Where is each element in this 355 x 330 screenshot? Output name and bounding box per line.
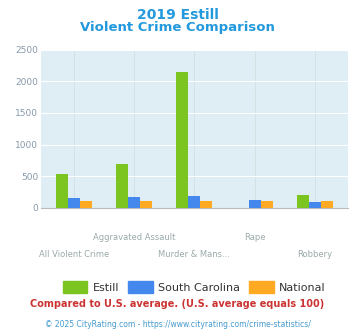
Bar	[200, 201, 212, 208]
Bar	[176, 72, 189, 208]
Bar	[248, 200, 261, 208]
Bar	[261, 201, 273, 208]
Text: All Violent Crime: All Violent Crime	[39, 249, 109, 259]
Text: Rape: Rape	[244, 233, 265, 242]
Text: © 2025 CityRating.com - https://www.cityrating.com/crime-statistics/: © 2025 CityRating.com - https://www.city…	[45, 320, 310, 329]
Text: Robbery: Robbery	[297, 249, 332, 259]
Bar	[116, 164, 128, 208]
Bar	[128, 197, 140, 208]
Text: Violent Crime Comparison: Violent Crime Comparison	[80, 21, 275, 34]
Bar	[321, 201, 333, 208]
Bar	[80, 201, 92, 208]
Text: 2019 Estill: 2019 Estill	[137, 8, 218, 22]
Bar	[297, 195, 309, 208]
Text: Compared to U.S. average. (U.S. average equals 100): Compared to U.S. average. (U.S. average …	[31, 299, 324, 309]
Bar	[140, 201, 152, 208]
Legend: Estill, South Carolina, National: Estill, South Carolina, National	[59, 277, 330, 297]
Bar	[309, 202, 321, 208]
Bar	[56, 174, 68, 208]
Bar	[68, 198, 80, 208]
Text: Aggravated Assault: Aggravated Assault	[93, 233, 175, 242]
Bar	[189, 196, 200, 208]
Text: Murder & Mans...: Murder & Mans...	[158, 249, 230, 259]
